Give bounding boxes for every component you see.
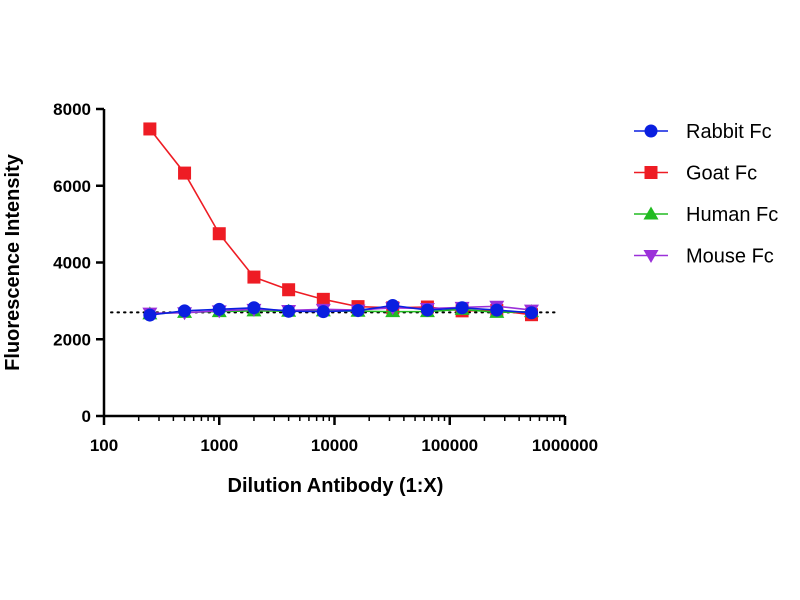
legend-item-goat-fc: Goat Fc <box>634 163 757 185</box>
legend-marker <box>643 250 659 263</box>
y-tick-label: 6000 <box>53 177 91 196</box>
legend-item-mouse-fc: Mouse Fc <box>634 246 774 268</box>
data-point-goat-fc <box>316 292 330 306</box>
series-goat-fc <box>143 122 538 322</box>
series-rabbit-fc <box>143 298 538 322</box>
legend-label: Rabbit Fc <box>686 121 772 143</box>
y-tick-label: 4000 <box>53 254 91 273</box>
legend-label: Mouse Fc <box>686 246 774 268</box>
data-point-rabbit-fc <box>490 303 504 317</box>
y-tick-label: 8000 <box>53 100 91 119</box>
legend-label: Goat Fc <box>686 163 757 185</box>
series-line-goat-fc <box>149 128 532 316</box>
data-point-goat-fc <box>143 122 157 136</box>
legend-marker <box>644 124 658 138</box>
x-tick-label: 1000 <box>200 436 238 455</box>
data-point-goat-fc <box>178 166 192 180</box>
data-point-rabbit-fc <box>351 303 365 317</box>
legend-item-rabbit-fc: Rabbit Fc <box>634 121 772 143</box>
x-axis-title: Dilution Antibody (1:X) <box>228 475 444 497</box>
data-point-rabbit-fc <box>247 301 261 315</box>
data-point-rabbit-fc <box>143 308 157 322</box>
data-point-goat-fc <box>212 227 226 241</box>
data-point-rabbit-fc <box>420 303 434 317</box>
data-point-goat-fc <box>282 283 296 297</box>
data-point-rabbit-fc <box>316 305 330 319</box>
y-axis-title: Fluorescence Intensity <box>2 153 24 371</box>
x-tick-label: 1000000 <box>532 436 598 455</box>
axes: 0 2000 4000 6000 8000 100 1000 10000 100000 10000… <box>53 100 598 455</box>
data-point-goat-fc <box>247 270 261 284</box>
data-point-rabbit-fc <box>212 302 226 316</box>
legend-marker <box>644 166 658 179</box>
y-tick-label: 0 <box>82 407 91 426</box>
legend: Rabbit Fc Goat Fc Human Fc Mouse Fc <box>634 121 778 268</box>
data-point-rabbit-fc <box>282 304 296 318</box>
legend-label: Human Fc <box>686 204 778 226</box>
series-group <box>142 122 539 322</box>
y-tick-label: 2000 <box>53 330 91 349</box>
legend-marker <box>643 206 659 220</box>
data-point-rabbit-fc <box>178 304 192 318</box>
x-tick-label: 100 <box>90 436 118 455</box>
x-tick-label: 100000 <box>421 436 478 455</box>
legend-item-human-fc: Human Fc <box>634 204 778 226</box>
x-tick-label: 10000 <box>311 436 358 455</box>
data-point-rabbit-fc <box>455 301 469 315</box>
data-point-rabbit-fc <box>524 306 538 320</box>
data-point-rabbit-fc <box>386 298 400 312</box>
